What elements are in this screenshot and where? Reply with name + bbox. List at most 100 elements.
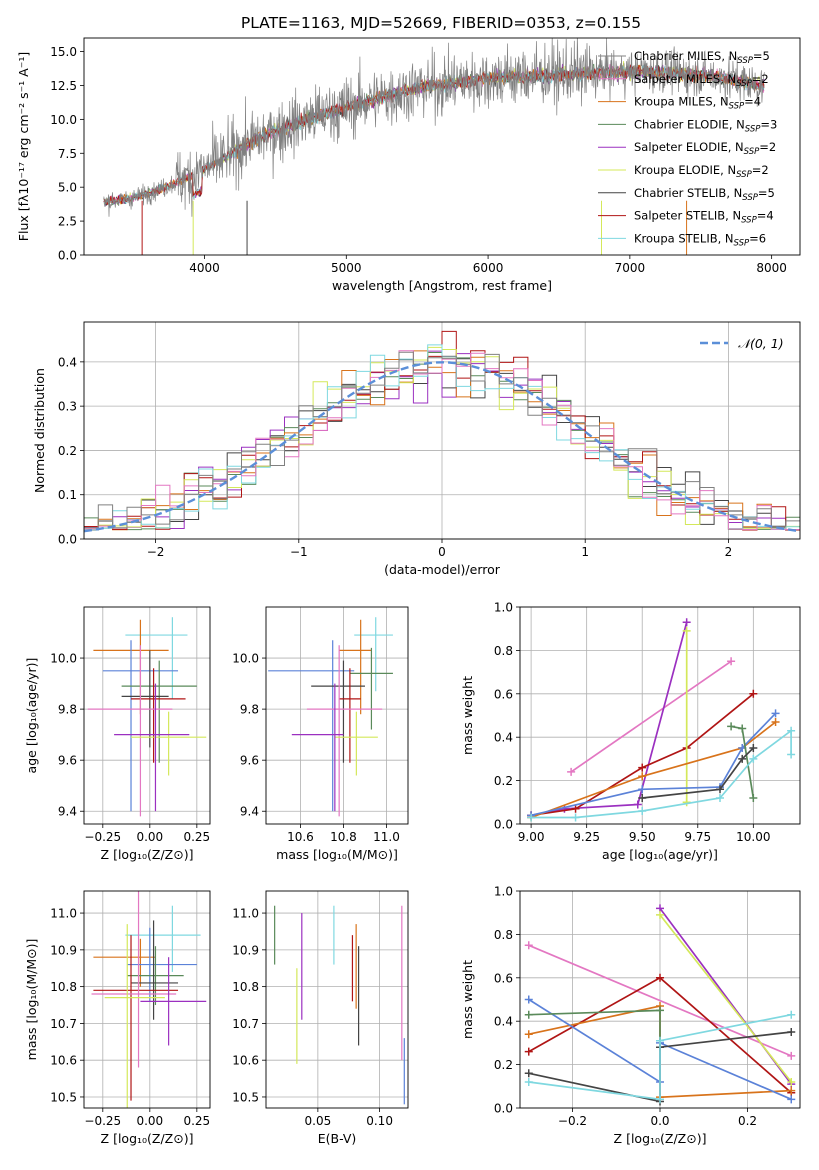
weight-series [642,747,754,799]
x-tick-label: 8000 [756,261,787,275]
weight-marker [787,1077,796,1086]
weight-marker [524,1030,533,1039]
weight-series [530,721,777,819]
x-tick-label: 10.6 [287,830,314,844]
y-tick-label: 10.9 [232,943,259,957]
legend-tail: =5 [758,186,775,200]
weight-marker [787,750,796,759]
weight-marker [638,772,647,781]
weight-series [570,660,732,773]
weight-marker [738,754,747,763]
y-tick-label: 0.3 [58,400,77,414]
x-tick-label: 4000 [189,261,220,275]
legend-tail: =4 [744,95,761,109]
plot-area [524,904,796,1106]
x-axis-label: E(B-V) [318,1131,357,1146]
y-tick-label: 15.0 [50,45,77,59]
legend-entry: Chabrier STELIB, NSSP=5 [634,186,775,203]
y-tick-label: 0.6 [494,687,513,701]
panel-mass_vs_ebv: 0.05 0.10 10.5 10.6 10.7 10.8 10.9 11.0 E(B-V) [232,890,409,1146]
y-tick-label: 10.7 [50,1017,77,1031]
weight-marker [656,1006,664,1015]
weight-marker [638,785,647,794]
legend-entry: Kroupa STELIB, NSSP=6 [634,231,766,248]
y-tick-label: 10.5 [232,1090,259,1104]
y-tick-label: 10.0 [50,113,77,127]
legend-sub: SSP [734,238,750,248]
legend-entry: Chabrier MILES, NSSP=5 [634,49,770,66]
weight-marker [749,793,758,802]
weight-marker [727,722,736,731]
x-tick-label: −1 [290,545,308,559]
panels: 4000 5000 6000 7000 80000.02.55.07.510.012.5… [16,37,801,1146]
y-axis-label: age [log₁₀(age/yr)] [24,658,39,774]
y-tick-label: 9.8 [58,703,77,717]
y-tick-label: 0.4 [494,1015,513,1029]
weight-marker [524,1069,533,1078]
weight-marker [771,709,780,718]
panel-weight_vs_age: 9.00 9.25 9.50 9.75 10.00 0.0 0.2 0.4 0.6 0.8 1.0 a… [460,601,801,862]
weight-marker [524,1047,533,1056]
weight-marker [524,1010,533,1019]
weight-marker [571,804,580,813]
x-tick-label: 7000 [615,261,646,275]
x-tick-label: −0.25 [84,1114,121,1128]
axes-frame [83,37,801,256]
y-tick-label: 10.8 [50,980,77,994]
x-axis-label: mass [log₁₀(M/M⊙)] [276,847,398,862]
data-spectrum [103,38,765,217]
residual-histogram [84,351,800,539]
legend-sub: SSP [736,170,752,180]
plot-area [91,891,207,1108]
legend-tail: =5 [753,49,770,63]
plot-area [527,618,796,822]
legend-sub: SSP [742,193,758,203]
y-tick-label: 10.7 [232,1017,259,1031]
panel-residuals: −2 −1 0 1 2 0.0 0.1 0.2 0.3 0.4 (data-model)/error… [32,321,801,577]
weight-marker [571,813,580,822]
x-tick-label: 2 [725,545,733,559]
y-tick-label: 9.4 [240,805,259,819]
legend-entry: Salpeter ELODIE, NSSP=2 [634,140,776,157]
weight-marker [738,724,747,733]
panel-age_vs_mass: 10.6 10.8 11.0 9.4 9.6 9.8 10.0 mass [log₁₀(M/M… [232,606,409,862]
plot-area [274,905,405,1105]
legend-text: Chabrier ELODIE, N [634,117,745,131]
weight-marker [567,767,576,776]
x-tick-label: 6000 [473,261,504,275]
legend-entry: Kroupa MILES, NSSP=4 [634,95,761,112]
y-tick-label: 0.0 [494,818,513,832]
panel-mass_vs_z: −0.25 0.00 0.25 10.5 10.6 10.7 10.8 10.9 11.0 Z [… [24,890,211,1146]
weight-marker [771,718,780,727]
weight-marker [787,1086,796,1095]
weight-marker [749,754,758,763]
y-tick-label: 0.0 [58,249,77,263]
y-tick-label: 10.6 [50,1054,77,1068]
y-tick-label: 0.8 [494,644,513,658]
weight-marker [638,763,647,772]
legend-text: Kroupa ELODIE, N [634,163,736,177]
x-tick-label: 9.25 [573,830,600,844]
y-axis-label: mass weight [460,960,475,1039]
y-tick-label: 10.0 [232,652,259,666]
x-tick-label: −0.25 [84,830,121,844]
legend-text: Salpeter STELIB, N [634,209,741,223]
y-axis-label: mass [log₁₀(M/M⊙)] [24,939,39,1061]
x-tick-label: 0.0 [650,1114,669,1128]
plot-area [268,617,393,817]
y-tick-label: 9.8 [240,703,259,717]
panel-weight_vs_z: −0.2 0.0 0.2 0.0 0.2 0.4 0.6 0.8 1.0 Z [log₁₀(Z/Z… [460,885,801,1146]
x-tick-label: 9.50 [629,830,656,844]
legend-sub: SSP [729,102,745,112]
legend-tail: =3 [760,117,777,131]
x-tick-label: 0.00 [136,1114,163,1128]
y-tick-label: 7.5 [58,147,77,161]
weight-marker [787,1095,796,1104]
weight-marker [524,1077,533,1086]
y-tick-label: 10.0 [50,652,77,666]
legend-entry: Salpeter MILES, NSSP=2 [634,72,769,89]
y-tick-label: 1.0 [494,601,513,615]
weight-marker [787,726,796,735]
legend-sub: SSP [741,216,757,226]
weight-marker [638,793,647,802]
